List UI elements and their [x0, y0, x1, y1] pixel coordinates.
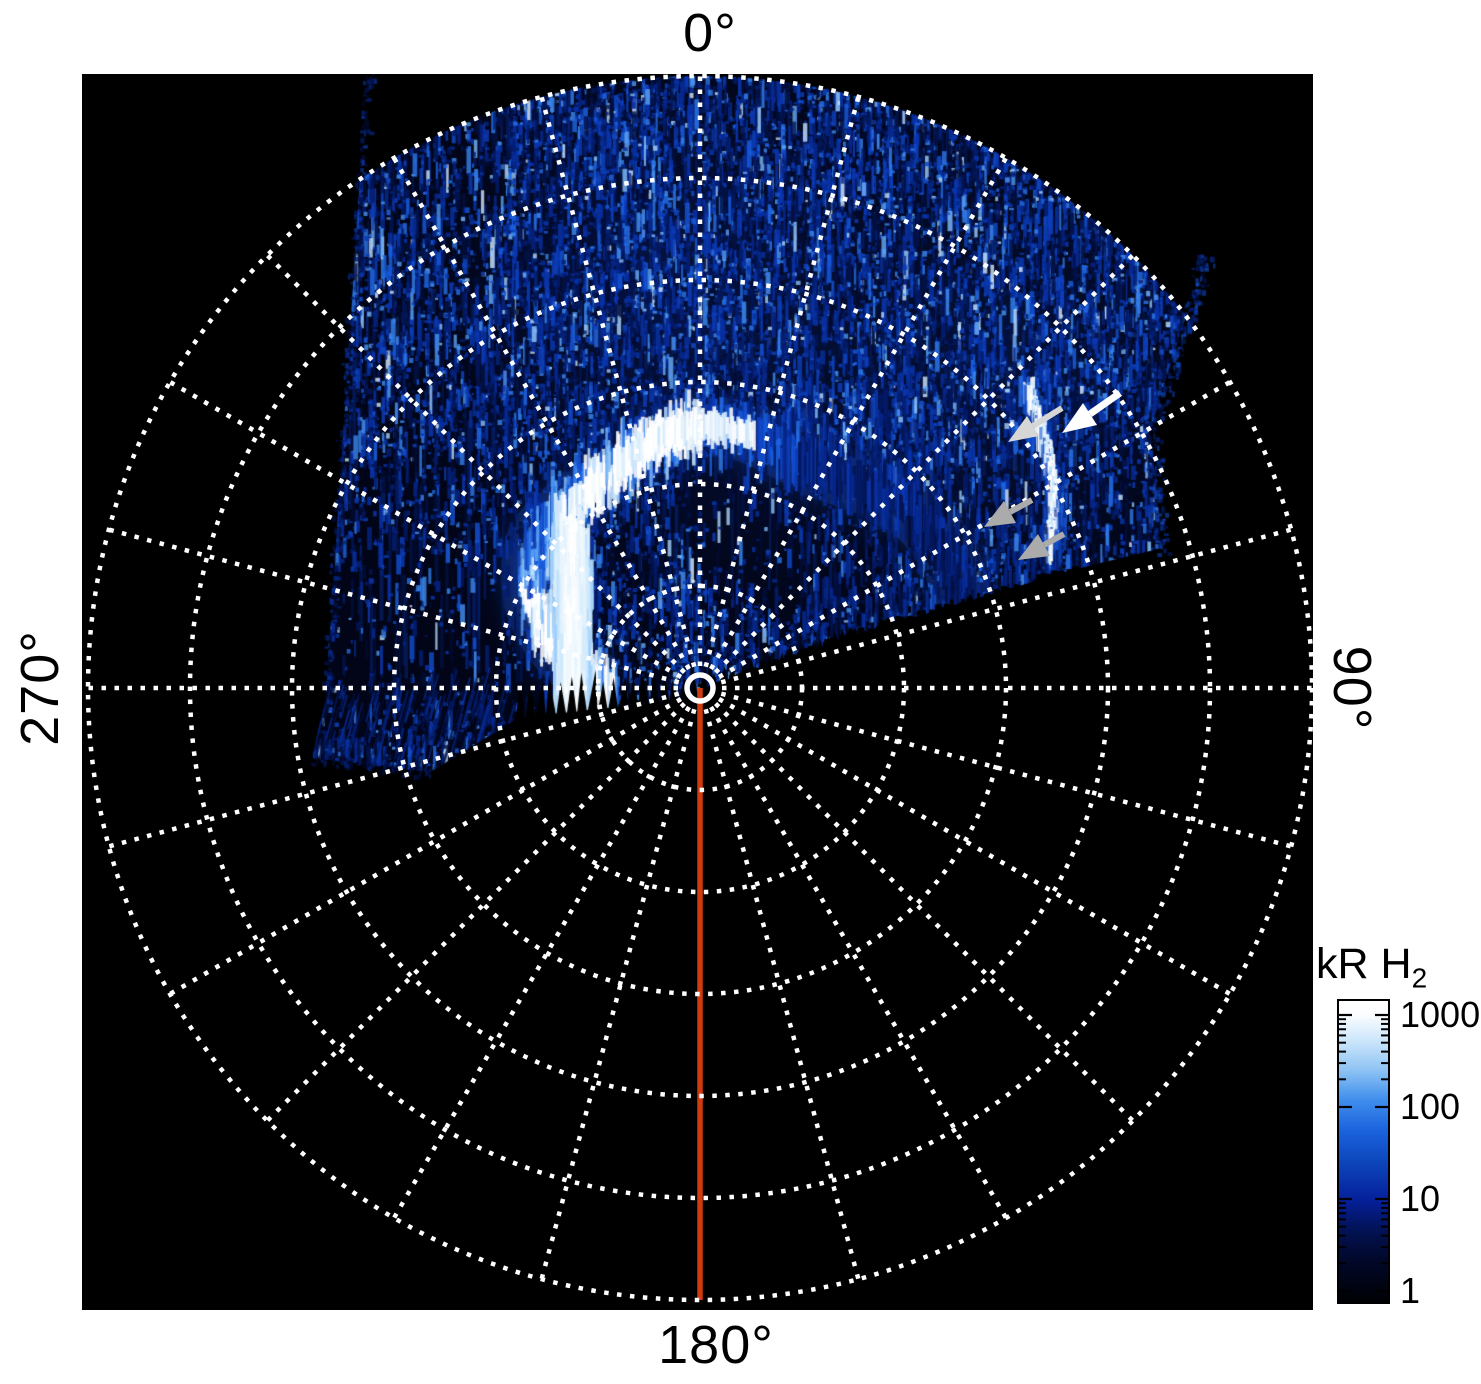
pole-marker-ring [684, 672, 716, 704]
colorbar-gradient [1337, 999, 1390, 1304]
grid-spoke [703, 708, 861, 1280]
grid-spoke [709, 705, 1008, 1220]
grid-spoke [709, 156, 1008, 671]
light-gray-arrow-head [1008, 416, 1039, 442]
colorbar-title-subscript: 2 [1411, 962, 1428, 994]
angle-label-270: 270° [10, 630, 70, 746]
colorbar-tick-label: 1 [1400, 1270, 1421, 1311]
grid-circle [187, 175, 1213, 1201]
grid-circle [85, 74, 1313, 1303]
grid-spoke [168, 697, 683, 996]
grid-spoke [713, 253, 1135, 675]
colorbar [1337, 999, 1390, 1304]
grid-spoke [717, 697, 1232, 996]
grid-circle [391, 379, 1009, 997]
light-gray-arrow-shaft [1031, 405, 1064, 429]
grid-spoke [168, 380, 683, 679]
grid-spoke [539, 96, 697, 668]
colorbar-tick-label: 100 [1400, 1086, 1461, 1127]
grid-spoke [392, 156, 691, 671]
grid-spoke [108, 691, 680, 849]
colorbar-tick-label: 1000 [1400, 994, 1481, 1035]
grid-spoke [713, 701, 1135, 1123]
grid-spoke [392, 705, 691, 1220]
white-arrow-head [1062, 403, 1097, 433]
gray-arrow-upper-shaft [1008, 497, 1034, 515]
polar-plot-area [82, 74, 1313, 1310]
white-arrow-shaft [1087, 390, 1123, 417]
angle-label-90: 90° [1322, 645, 1382, 731]
grid-spoke [265, 701, 687, 1123]
polar-grid-overlay [85, 74, 1313, 1303]
colorbar-title: kR H2 [1316, 940, 1428, 994]
grid-spoke [717, 380, 1232, 679]
gray-arrow-lower-head [1018, 534, 1050, 560]
grid-spoke [720, 527, 1292, 685]
gray-arrow-upper-head [984, 501, 1016, 527]
angle-label-0: 0° [683, 3, 737, 63]
angle-label-180: 180° [658, 1315, 774, 1375]
colorbar-tick-label: 10 [1400, 1178, 1441, 1219]
grid-spoke [265, 253, 687, 675]
grid-circle [289, 277, 1111, 1099]
gray-arrow-lower-shaft [1042, 531, 1066, 548]
